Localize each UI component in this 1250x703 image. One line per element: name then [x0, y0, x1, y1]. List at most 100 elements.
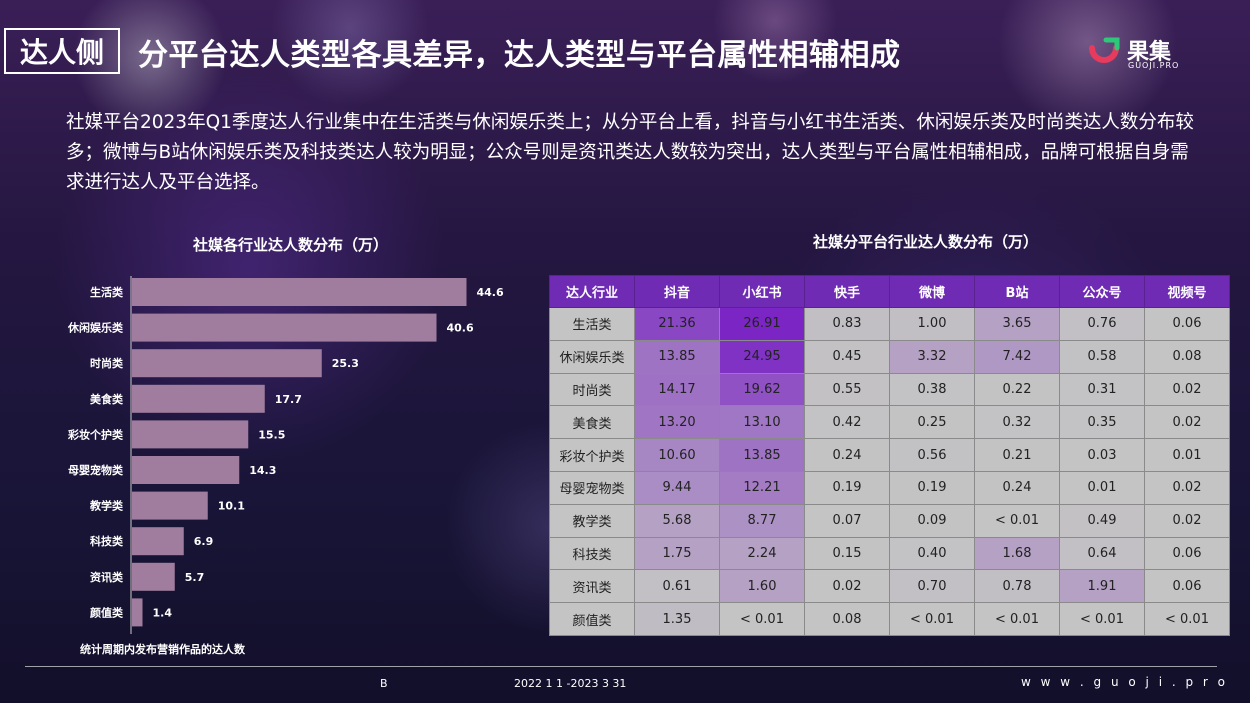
bar-value-label: 44.6	[477, 286, 504, 299]
heatmap-cell: 24.95	[719, 339, 805, 374]
heatmap-cell: 0.19	[889, 470, 975, 505]
heatmap-row-label: 教学类	[549, 503, 635, 538]
footer-divider	[25, 666, 1217, 667]
footer-url: w w w . g u o j i . p r o	[1021, 675, 1228, 689]
heatmap-row-label: 生活类	[549, 307, 635, 341]
bar	[132, 456, 240, 484]
heatmap-cell: 0.06	[1144, 536, 1230, 571]
heatmap-row-label: 科技类	[549, 536, 635, 571]
heatmap-cell: 0.01	[1144, 438, 1230, 472]
bar-value-label: 6.9	[194, 535, 214, 548]
heatmap-cell: 0.02	[1144, 372, 1230, 407]
heatmap-row-label: 休闲娱乐类	[549, 339, 635, 374]
heatmap-cell: 0.02	[1144, 405, 1230, 440]
heatmap-column-header: 微博	[889, 275, 975, 308]
bar	[132, 278, 467, 306]
brand-logo: 果集 GUOJI.PRO	[1087, 34, 1207, 74]
logo-cn-text: 果集	[1127, 40, 1172, 65]
footer-source: B	[380, 677, 388, 690]
heatmap-cell: 1.00	[889, 307, 975, 341]
heatmap-cell: 0.08	[1144, 339, 1230, 374]
heatmap-cell: < 0.01	[1059, 602, 1145, 636]
heatmap-column-header: 抖音	[634, 275, 720, 308]
bar	[132, 420, 249, 449]
heatmap-cell: 0.02	[1144, 470, 1230, 505]
heatmap-title: 社媒分平台行业达人数分布（万）	[813, 233, 1039, 251]
heatmap-cell: 1.91	[1059, 569, 1145, 604]
heatmap-row: 时尚类 14.17 19.62 0.55 0.38 0.22 0.31 0.02	[549, 372, 1230, 407]
bar-category-label: 休闲娱乐类	[67, 321, 124, 335]
bar	[132, 313, 437, 342]
bar-value-label: 1.4	[153, 606, 173, 619]
heatmap-cell: 0.83	[804, 307, 890, 341]
heatmap-cell: 0.24	[804, 438, 890, 472]
heatmap-row: 资讯类 0.61 1.60 0.02 0.70 0.78 1.91 0.06	[549, 569, 1230, 604]
heatmap-cell: 1.60	[719, 569, 805, 604]
bar-category-label: 资讯类	[90, 570, 124, 584]
heatmap-row: 彩妆个护类 10.60 13.85 0.24 0.56 0.21 0.03 0.01	[549, 438, 1230, 472]
heatmap-cell: < 0.01	[974, 503, 1060, 538]
heatmap-cell: < 0.01	[719, 602, 805, 636]
heatmap-cell: 0.64	[1059, 536, 1145, 571]
logo-en-text: GUOJI.PRO	[1128, 61, 1180, 70]
heatmap-cell: 3.65	[974, 307, 1060, 341]
heatmap-cell: 0.70	[889, 569, 975, 604]
heatmap-cell: 0.06	[1144, 307, 1230, 341]
heatmap-cell: 0.15	[804, 536, 890, 571]
chart-note: 统计周期内发布营销作品的达人数	[80, 643, 245, 656]
heatmap-cell: 0.03	[1059, 438, 1145, 472]
heatmap-cell: 0.32	[974, 405, 1060, 440]
bar	[132, 384, 265, 413]
heatmap-cell: 0.55	[804, 372, 890, 407]
heatmap-column-header: 快手	[804, 275, 890, 308]
heatmap-cell: 0.01	[1059, 470, 1145, 505]
bar-value-label: 15.5	[258, 428, 285, 441]
heatmap-row: 生活类 21.36 26.91 0.83 1.00 3.65 0.76 0.06	[549, 307, 1230, 341]
heatmap-cell: 0.02	[804, 569, 890, 604]
heatmap-cell: 1.75	[634, 536, 720, 571]
intro-paragraph: 社媒平台2023年Q1季度达人行业集中在生活类与休闲娱乐类上；从分平台上看，抖音…	[66, 112, 1194, 193]
heatmap-cell: 2.24	[719, 536, 805, 571]
heatmap-row: 教学类 5.68 8.77 0.07 0.09 < 0.01 0.49 0.02	[549, 503, 1230, 538]
heatmap-cell: 0.07	[804, 503, 890, 538]
heatmap-cell: 0.09	[889, 503, 975, 538]
platform-heatmap-table: 达人行业 抖音 小红书 快手 微博 B站 公众号 视频号 生活类 21.36 26.91 0.83 1…	[549, 275, 1230, 636]
heatmap-cell: 1.35	[634, 602, 720, 636]
bar-category-label: 颜值类	[90, 605, 124, 619]
heatmap-row: 颜值类 1.35 < 0.01 0.08 < 0.01 < 0.01 < 0.01 < 0.0…	[549, 602, 1230, 636]
bar-value-label: 5.7	[185, 571, 205, 584]
bar-value-label: 17.7	[275, 393, 302, 406]
heatmap-cell: < 0.01	[889, 602, 975, 636]
heatmap-cell: 19.62	[719, 372, 805, 407]
heatmap-cell: 0.22	[974, 372, 1060, 407]
bar	[132, 527, 184, 556]
bar	[132, 598, 143, 627]
heatmap-cell: 0.02	[1144, 503, 1230, 538]
logo-mark-icon	[1089, 37, 1120, 63]
footer-period: 2022 1 1 -2023 3 31	[514, 677, 627, 690]
bar-chart-title: 社媒各行业达人数分布（万）	[193, 236, 389, 254]
heatmap-row-label: 彩妆个护类	[549, 438, 635, 472]
heatmap-cell: 0.06	[1144, 569, 1230, 604]
heatmap-cell: 13.85	[719, 438, 805, 472]
bar-category-label: 彩妆个护类	[67, 427, 124, 441]
bar-value-label: 40.6	[447, 322, 474, 335]
heatmap-cell: 7.42	[974, 339, 1060, 374]
heatmap-cell: < 0.01	[974, 602, 1060, 636]
heatmap-cell: 0.08	[804, 602, 890, 636]
heatmap-cell: 0.31	[1059, 372, 1145, 407]
heatmap-row-label: 母婴宠物类	[549, 470, 635, 505]
heatmap-column-header: B站	[974, 275, 1060, 308]
bar-value-label: 25.3	[332, 357, 359, 370]
heatmap-cell: 0.76	[1059, 307, 1145, 341]
bar-value-label: 14.3	[249, 464, 276, 477]
section-tag: 达人侧	[4, 28, 120, 74]
heatmap-cell: 13.20	[634, 405, 720, 440]
section-tag-text: 达人侧	[19, 36, 104, 69]
heatmap-row-label: 颜值类	[549, 602, 635, 636]
heatmap-cell: 0.45	[804, 339, 890, 374]
heatmap-cell: 0.49	[1059, 503, 1145, 538]
bar-category-label: 美食类	[90, 392, 124, 406]
heatmap-cell: 0.61	[634, 569, 720, 604]
heatmap-column-header: 公众号	[1059, 275, 1145, 308]
